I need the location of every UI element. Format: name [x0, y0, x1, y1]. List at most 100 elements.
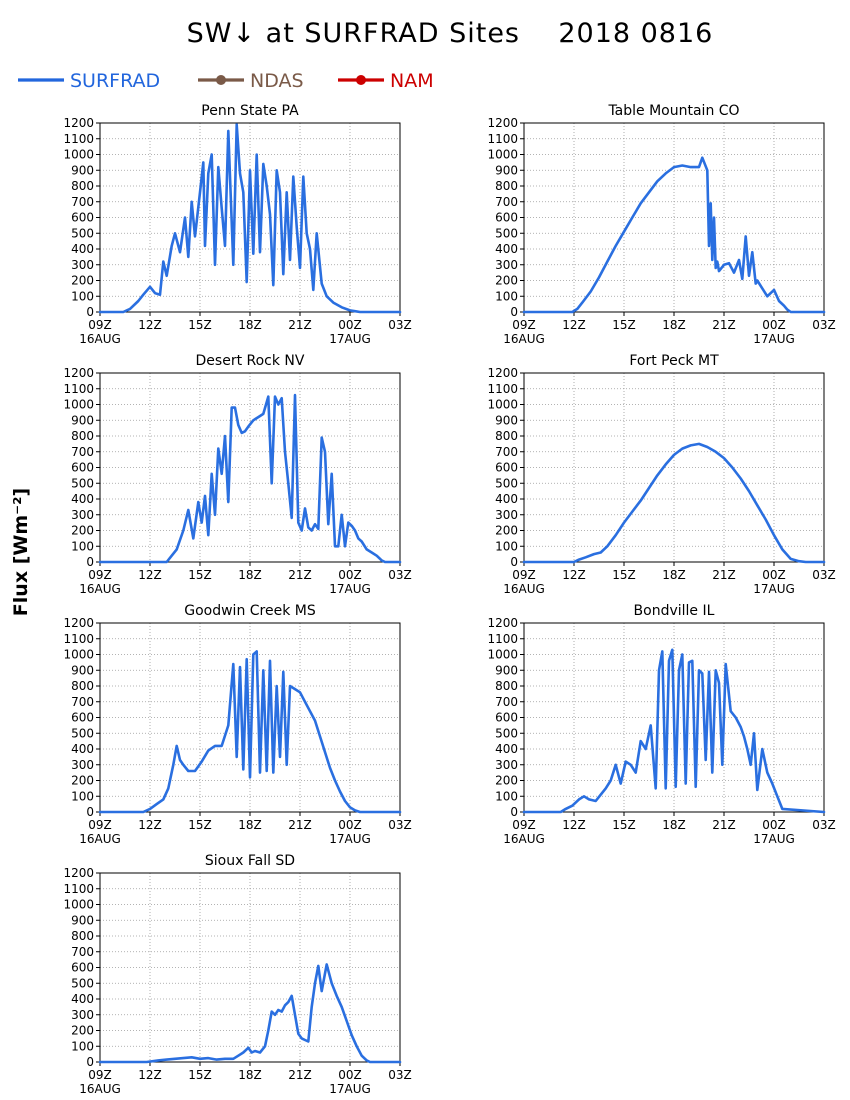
y-tick-label: 1100	[63, 882, 94, 896]
y-tick-label: 600	[71, 961, 94, 975]
y-tick-label: 800	[495, 679, 518, 693]
y-tick-label: 800	[495, 179, 518, 193]
y-tick-label: 1100	[487, 382, 518, 396]
x-date-label: 17AUG	[329, 1082, 371, 1096]
x-tick-label: 00Z	[762, 818, 786, 832]
chart-panels: Penn State PA010020030040050060070080090…	[63, 103, 835, 1096]
y-tick-label: 200	[71, 274, 94, 288]
x-tick-label: 21Z	[288, 318, 312, 332]
y-tick-label: 0	[86, 555, 94, 569]
y-tick-label: 700	[71, 195, 94, 209]
y-tick-label: 700	[71, 445, 94, 459]
y-tick-label: 1100	[63, 632, 94, 646]
x-tick-label: 09Z	[88, 318, 112, 332]
y-tick-label: 500	[71, 976, 94, 990]
x-tick-label: 18Z	[238, 1068, 262, 1082]
x-tick-label: 03Z	[388, 1068, 412, 1082]
y-tick-label: 400	[71, 242, 94, 256]
y-tick-label: 100	[495, 289, 518, 303]
legend-label: SURFRAD	[70, 70, 160, 92]
plot-frame	[523, 622, 825, 813]
y-tick-label: 200	[71, 774, 94, 788]
series-line-surfrad	[98, 650, 402, 814]
x-tick-label: 15Z	[612, 318, 636, 332]
x-tick-label: 21Z	[288, 568, 312, 582]
y-tick-label: 500	[495, 226, 518, 240]
y-tick-label: 1100	[487, 632, 518, 646]
y-tick-label: 100	[495, 539, 518, 553]
x-date-label: 16AUG	[503, 582, 545, 596]
x-tick-label: 18Z	[662, 318, 686, 332]
x-tick-label: 21Z	[712, 818, 736, 832]
legend-marker	[356, 75, 366, 85]
x-tick-label: 00Z	[338, 568, 362, 582]
y-tick-label: 700	[71, 945, 94, 959]
legend: SURFRAD NDAS NAM	[18, 70, 434, 92]
y-tick-label: 100	[71, 289, 94, 303]
y-tick-label: 500	[71, 726, 94, 740]
figure-title: SW↓ at SURFRAD Sites 2018 0816	[187, 18, 714, 49]
x-date-label: 17AUG	[753, 832, 795, 846]
x-date-label: 16AUG	[79, 582, 121, 596]
y-tick-label: 100	[71, 789, 94, 803]
x-tick-label: 12Z	[138, 1068, 162, 1082]
plot-frame	[99, 622, 401, 813]
x-tick-label: 21Z	[288, 1068, 312, 1082]
panel-title: Table Mountain CO	[607, 103, 739, 119]
x-tick-label: 21Z	[288, 818, 312, 832]
x-tick-label: 18Z	[238, 818, 262, 832]
plot-frame	[99, 372, 401, 563]
y-tick-label: 200	[71, 1024, 94, 1038]
y-tick-label: 500	[71, 476, 94, 490]
legend-item-nam: NAM	[338, 70, 434, 92]
y-tick-label: 400	[71, 492, 94, 506]
panel-fort-peck-mt: Fort Peck MT0100200300400500600700800900…	[487, 353, 835, 596]
y-tick-label: 1000	[63, 898, 94, 912]
legend-marker	[216, 75, 226, 85]
y-tick-label: 400	[495, 492, 518, 506]
x-tick-label: 00Z	[762, 568, 786, 582]
y-tick-label: 1200	[63, 116, 94, 130]
x-tick-label: 18Z	[238, 568, 262, 582]
y-tick-label: 600	[71, 711, 94, 725]
x-tick-label: 03Z	[388, 818, 412, 832]
series-line-surfrad	[522, 442, 826, 564]
y-tick-label: 800	[495, 429, 518, 443]
legend-label: NAM	[390, 70, 434, 92]
panel-title: Fort Peck MT	[629, 353, 719, 369]
plot-frame	[99, 122, 401, 313]
x-date-label: 16AUG	[79, 832, 121, 846]
y-tick-label: 100	[71, 539, 94, 553]
y-tick-label: 200	[495, 524, 518, 538]
y-tick-label: 300	[495, 508, 518, 522]
y-tick-label: 100	[495, 789, 518, 803]
panel-bondville-il: Bondville IL0100200300400500600700800900…	[487, 603, 835, 846]
y-tick-label: 400	[71, 992, 94, 1006]
y-tick-label: 300	[495, 258, 518, 272]
y-tick-label: 800	[71, 179, 94, 193]
y-tick-label: 200	[495, 774, 518, 788]
x-tick-label: 00Z	[338, 818, 362, 832]
y-tick-label: 300	[71, 258, 94, 272]
y-axis-label: Flux [Wm⁻²]	[10, 488, 32, 616]
x-tick-label: 03Z	[812, 318, 836, 332]
x-tick-label: 09Z	[512, 568, 536, 582]
x-date-label: 17AUG	[329, 582, 371, 596]
y-tick-label: 300	[71, 758, 94, 772]
x-tick-label: 21Z	[712, 318, 736, 332]
x-tick-label: 12Z	[562, 568, 586, 582]
y-tick-label: 1000	[63, 398, 94, 412]
y-tick-label: 400	[71, 742, 94, 756]
x-date-label: 16AUG	[503, 832, 545, 846]
x-tick-label: 09Z	[88, 568, 112, 582]
series-line-surfrad	[522, 156, 826, 314]
x-date-label: 17AUG	[329, 832, 371, 846]
y-tick-label: 500	[71, 226, 94, 240]
panel-title: Bondville IL	[634, 603, 715, 619]
y-tick-label: 200	[495, 274, 518, 288]
y-tick-label: 400	[495, 242, 518, 256]
y-tick-label: 1200	[63, 366, 94, 380]
y-tick-label: 300	[71, 508, 94, 522]
y-tick-label: 1000	[487, 148, 518, 162]
plot-frame	[523, 372, 825, 563]
